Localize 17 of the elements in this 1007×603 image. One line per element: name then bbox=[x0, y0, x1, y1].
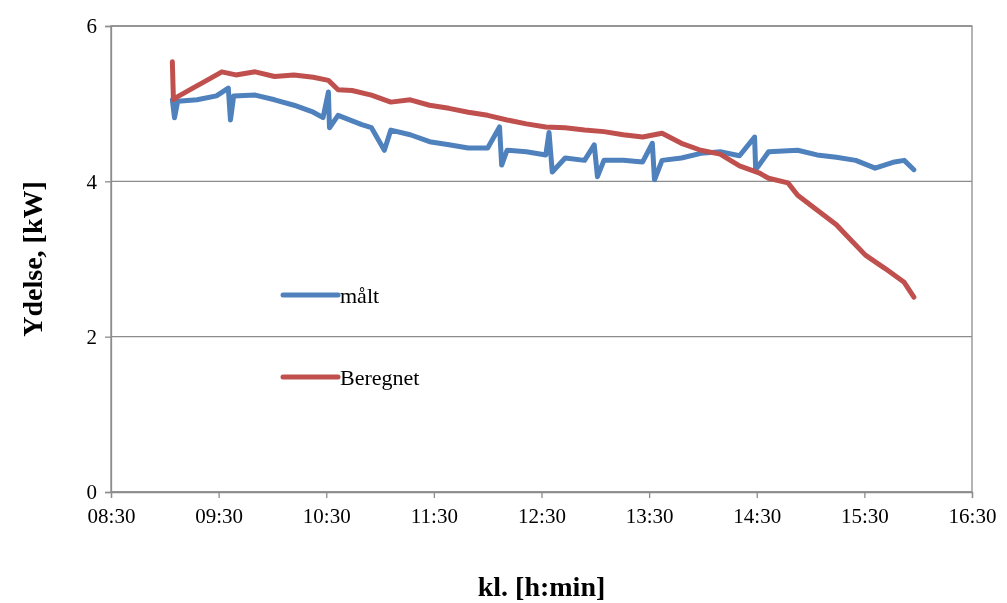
x-tick-label: 16:30 bbox=[948, 503, 997, 528]
y-tick-label: 6 bbox=[86, 14, 97, 39]
legend-label: målt bbox=[340, 283, 380, 308]
x-tick-label: 09:30 bbox=[195, 503, 244, 528]
x-axis-title: kl. [h:min] bbox=[477, 571, 606, 602]
x-tick-label: 10:30 bbox=[302, 503, 351, 528]
legend-label: Beregnet bbox=[340, 365, 420, 390]
x-tick-label: 15:30 bbox=[840, 503, 889, 528]
y-axis-title: Ydelse, [kW] bbox=[17, 181, 48, 337]
x-tick-label: 14:30 bbox=[733, 503, 782, 528]
y-tick-label: 2 bbox=[86, 324, 97, 349]
x-tick-label: 13:30 bbox=[625, 503, 674, 528]
x-tick-label: 08:30 bbox=[87, 503, 136, 528]
x-tick-label: 12:30 bbox=[518, 503, 566, 528]
y-tick-label: 4 bbox=[86, 169, 98, 194]
y-tick-label: 0 bbox=[86, 480, 97, 505]
x-tick-label: 11:30 bbox=[410, 503, 458, 528]
